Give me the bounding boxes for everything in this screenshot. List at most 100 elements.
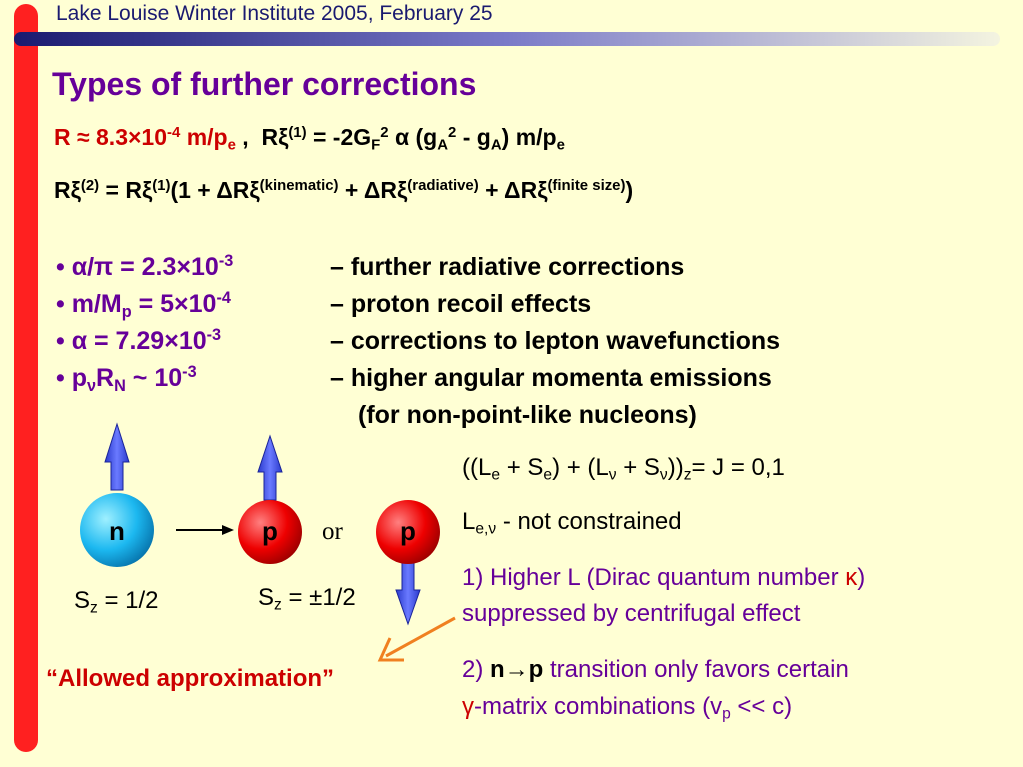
t: e <box>227 136 236 154</box>
t: N <box>114 376 126 395</box>
t: R <box>96 364 115 392</box>
or: or <box>322 518 343 545</box>
t: (1) <box>288 123 307 141</box>
t: (finite size) <box>547 176 626 194</box>
arrow-head <box>222 525 234 535</box>
pointer-arrow <box>385 616 456 658</box>
bullet-label: • α = 7.29×10-3 <box>56 327 221 356</box>
bullet-label: • m/Mp = 5×10-4 <box>56 289 231 321</box>
t: 2 <box>448 123 457 141</box>
t: -3 <box>206 326 222 345</box>
t: + ΔRξ <box>478 177 548 203</box>
t: n→p <box>490 656 544 683</box>
proton <box>376 500 440 564</box>
t: ) <box>625 177 634 203</box>
t: • α/π = 2.3×10 <box>56 253 219 281</box>
note: ((Le + Se) + (Lν + Sν))z= J = 0,1 <box>462 454 785 484</box>
t: (2) <box>80 176 100 194</box>
t: = Rξ <box>99 177 153 203</box>
t: • p <box>56 364 87 392</box>
t: A <box>490 136 502 154</box>
t: -matrix combinations (v <box>474 693 723 720</box>
t: -3 <box>182 363 197 382</box>
t: = -2G <box>306 124 372 150</box>
t: γ <box>462 693 474 720</box>
t: e,ν <box>475 520 497 538</box>
title: Types of further corrections <box>52 66 477 102</box>
formula-1: R ≈ 8.3×10-4 m/pe , Rξ(1) = -2GF2 α (gA2… <box>54 123 565 154</box>
t: -3 <box>218 252 234 271</box>
t: κ <box>845 564 858 591</box>
t: -4 <box>216 289 231 308</box>
note: suppressed by centrifugal effect <box>462 600 801 627</box>
note: Le,ν - not constrained <box>462 508 682 538</box>
t: ) <box>857 564 866 591</box>
t: e <box>491 466 501 484</box>
particle-label: p <box>400 516 416 546</box>
t: α (g <box>388 124 438 150</box>
t: F <box>371 136 381 154</box>
t: << c) <box>730 693 793 720</box>
spin-label: Sz = 1/2 <box>74 587 159 617</box>
t: R ≈ 8.3×10 <box>54 124 168 150</box>
t: z <box>683 466 692 484</box>
spin-arrow <box>395 561 421 626</box>
t: ~ 10 <box>125 364 183 392</box>
t: Rξ <box>261 124 289 150</box>
bullet-text: – corrections to lepton wavefunctions <box>330 327 781 355</box>
t: = 1/2 <box>97 587 159 614</box>
t: + ΔRξ <box>338 177 408 203</box>
proton <box>238 500 302 564</box>
t: • α = 7.29×10 <box>56 327 207 355</box>
neutron <box>80 493 154 567</box>
spin-arrow <box>104 422 130 491</box>
t: ν <box>608 466 617 484</box>
t: m/p <box>180 124 228 150</box>
spin-label: Sz = ±1/2 <box>258 584 356 614</box>
t: - g <box>456 124 491 150</box>
t: ν <box>659 466 668 484</box>
t: ) m/p <box>501 124 557 150</box>
t: L <box>462 508 476 535</box>
bullet-text: – proton recoil effects <box>330 290 592 318</box>
t: S <box>74 587 91 614</box>
t: (1 + ΔRξ <box>170 177 260 203</box>
t: Rξ <box>54 177 81 203</box>
bullet-text: (for non-point-like nucleons) <box>358 401 697 429</box>
t: -4 <box>167 123 181 141</box>
particle-label: n <box>109 516 125 546</box>
t: + S <box>616 454 660 481</box>
t: = ±1/2 <box>281 584 356 611</box>
t: z <box>90 599 98 617</box>
t: (radiative) <box>407 176 479 194</box>
t: 2 <box>380 123 389 141</box>
bullet-text: – further radiative corrections <box>330 253 685 281</box>
side-bar <box>14 4 38 752</box>
t: (1) <box>152 176 171 194</box>
bullet-label: • pνRN ~ 10-3 <box>56 363 197 395</box>
t: • m/M <box>56 290 122 318</box>
t: 1) Higher L (Dirac quantum number <box>462 564 846 591</box>
t: - not constrained <box>496 508 682 535</box>
particle-label: p <box>262 516 278 546</box>
t: p <box>722 705 731 723</box>
t: p <box>121 302 132 321</box>
note: 2) n→p transition only favors certain <box>462 656 849 684</box>
bullet-label: • α/π = 2.3×10-3 <box>56 253 233 282</box>
t: ((L <box>462 454 492 481</box>
t: ) + (L <box>552 454 609 481</box>
t: e <box>556 136 565 154</box>
pointer-head <box>377 637 404 662</box>
t: z <box>274 596 282 614</box>
t: transition only favors certain <box>543 656 849 683</box>
t: e <box>543 466 553 484</box>
t: ν <box>86 376 97 395</box>
bullet-text: – higher angular momenta emissions <box>330 364 772 392</box>
t: )) <box>667 454 684 481</box>
note: 1) Higher L (Dirac quantum number κ) <box>462 564 865 592</box>
header: Lake Louise Winter Institute 2005, Febru… <box>56 2 493 25</box>
t: + S <box>500 454 544 481</box>
